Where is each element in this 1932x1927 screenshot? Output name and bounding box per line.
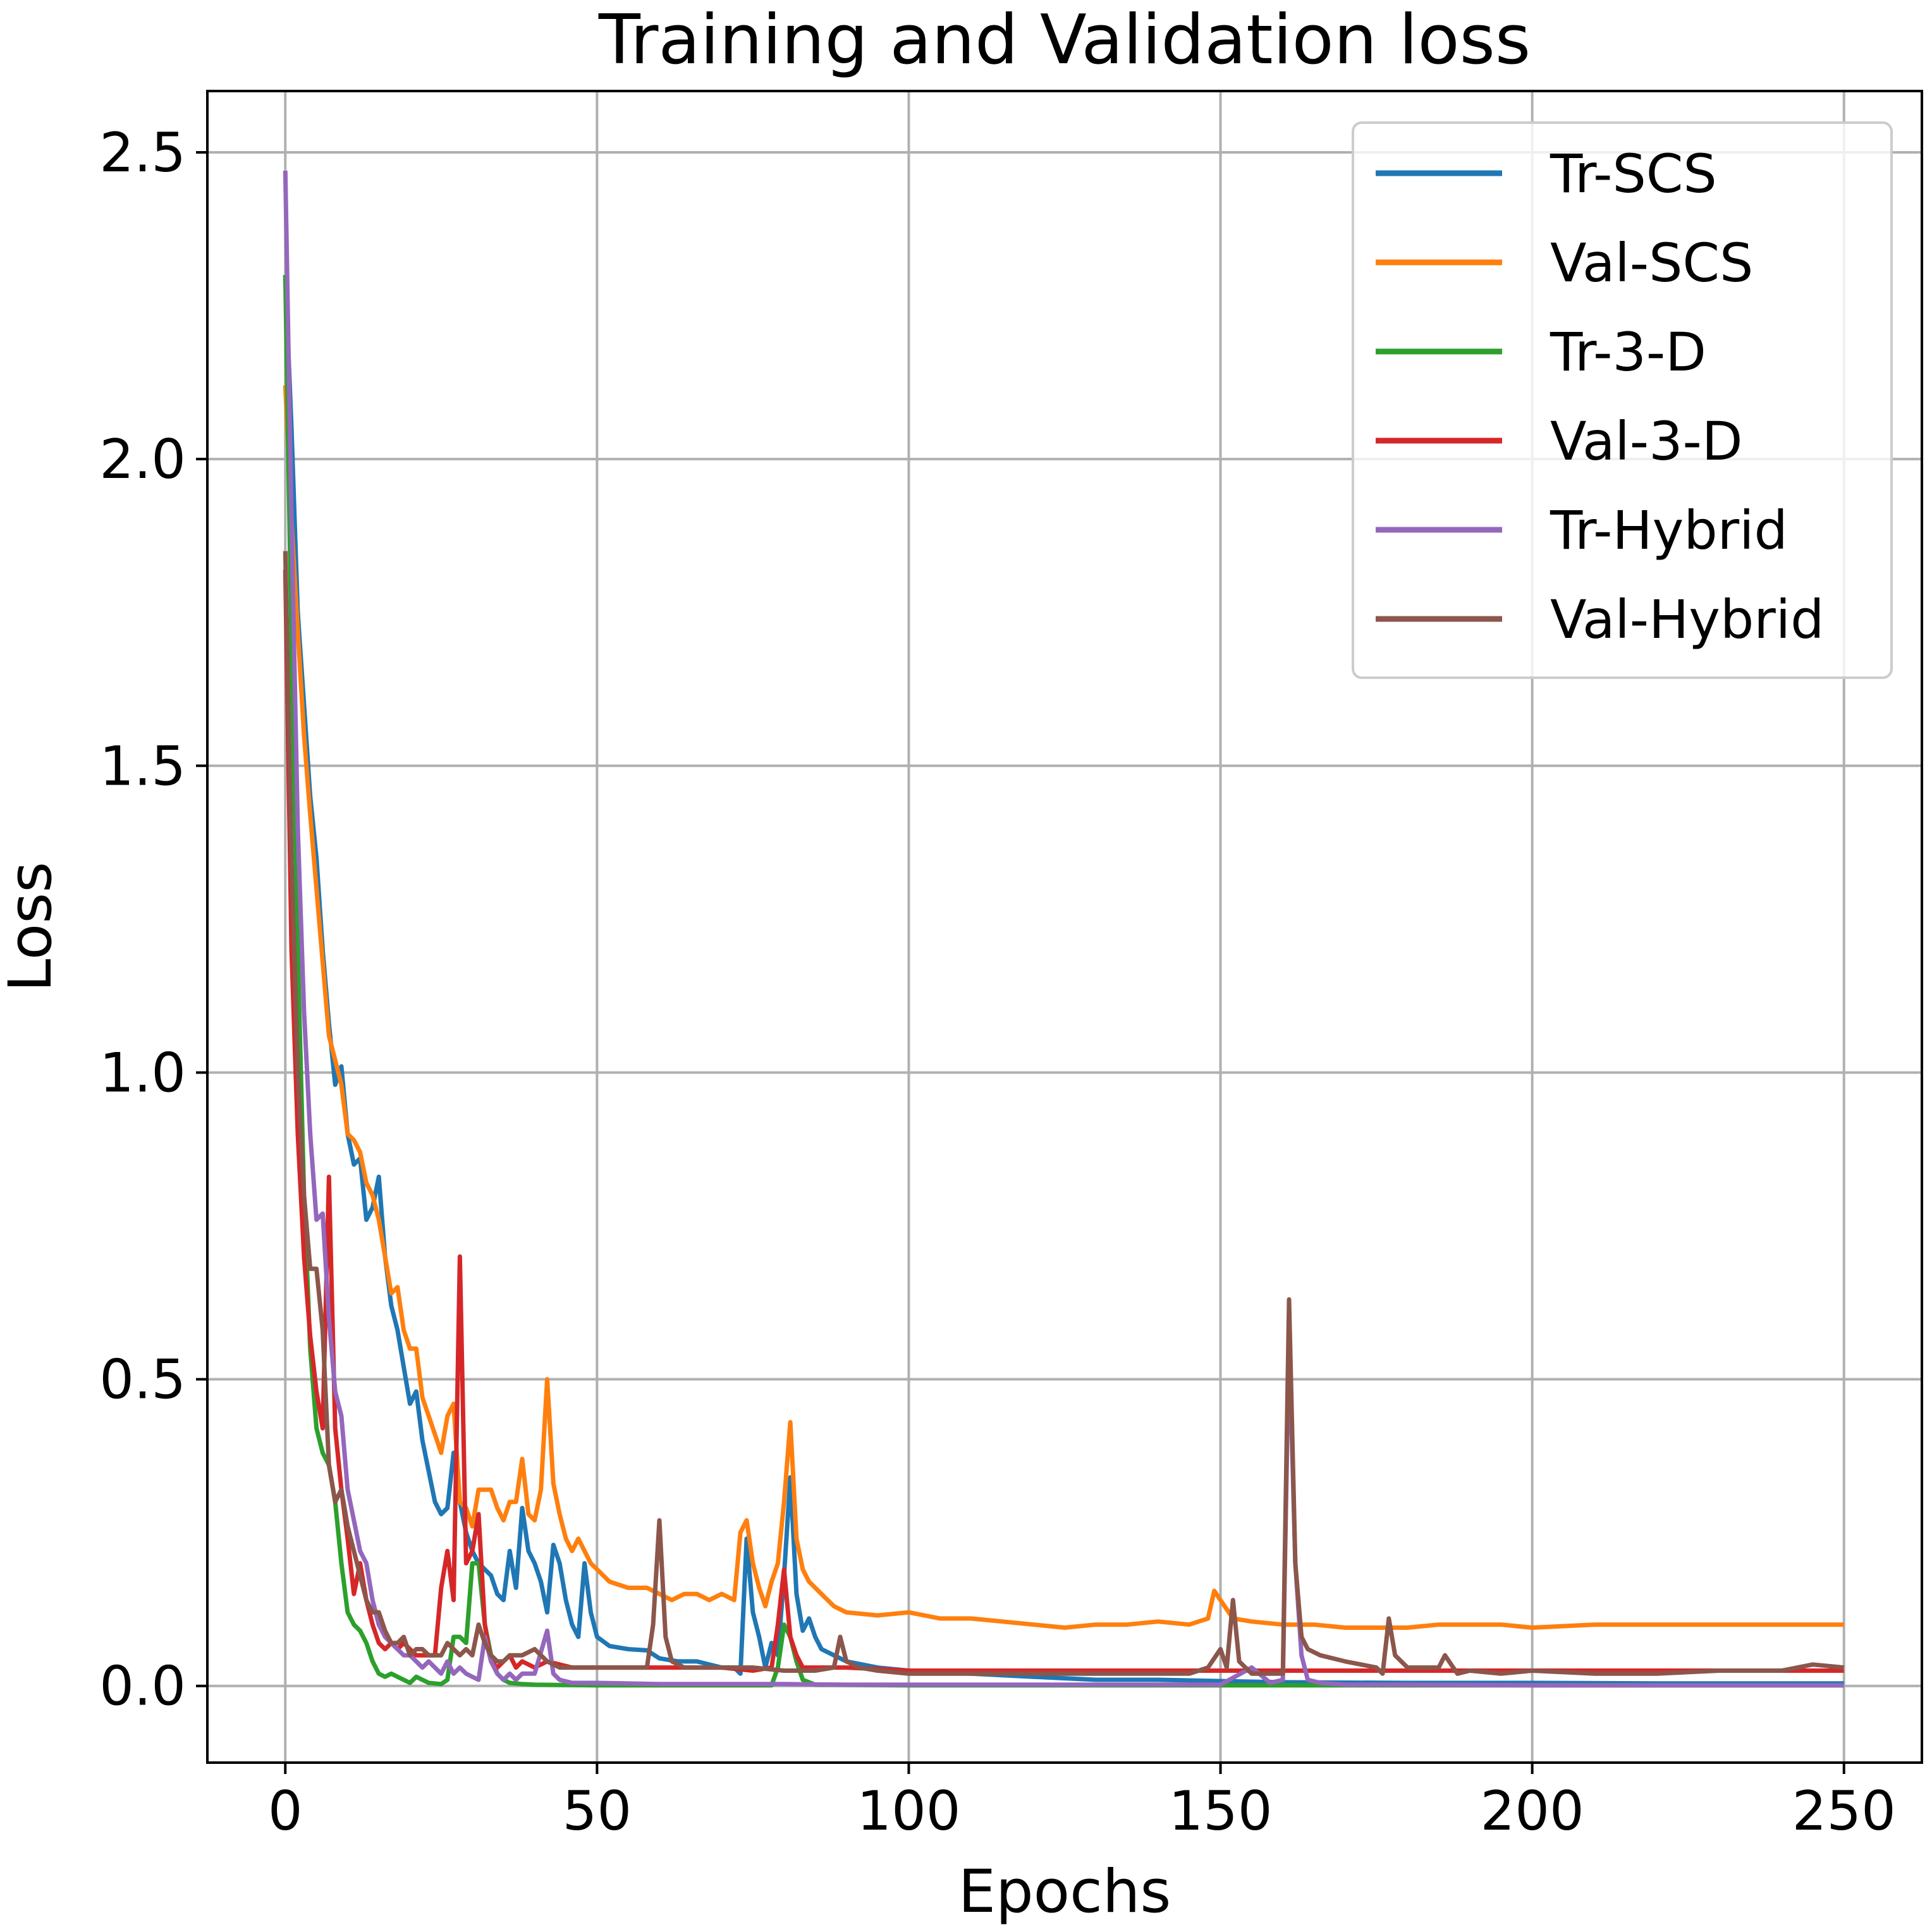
x-tick-label: 100 [857, 1780, 960, 1843]
x-axis-label: Epochs [958, 1857, 1171, 1926]
series-line-tr-3-d [283, 275, 1844, 1688]
series-lines [283, 171, 1845, 1688]
axis-ticks: 0 50 100 150 200 250 0.0 0.5 1.0 1.5 2.0 2.5 [99, 121, 1896, 1843]
x-tick-label: 50 [563, 1780, 632, 1843]
y-tick-label: 1.5 [99, 735, 186, 798]
series-line-val-3-d [283, 569, 1844, 1673]
legend-label-val-3-d: Val-3-D [1550, 410, 1743, 472]
y-tick-label: 2.0 [99, 428, 186, 491]
x-tick-label: 200 [1481, 1780, 1584, 1843]
legend-label-val-hybrid: Val-Hybrid [1550, 589, 1824, 651]
chart-title: Training and Validation loss [598, 1, 1531, 80]
series-line-val-hybrid [283, 551, 1845, 1676]
legend-label-tr-hybrid: Tr-Hybrid [1550, 499, 1788, 561]
x-tick-label: 0 [268, 1780, 303, 1843]
x-tick-label: 250 [1792, 1780, 1896, 1843]
legend: Tr-SCS Val-SCS Tr-3-D Val-3-D Tr-Hybrid Val-H… [1352, 121, 1893, 679]
y-tick-label: 0.5 [99, 1349, 186, 1412]
y-axis-label: Loss [0, 862, 65, 992]
legend-label-tr-3-d: Tr-3-D [1550, 321, 1706, 383]
plot-area-frame [206, 90, 1923, 1764]
series-line-val-scs [283, 385, 1844, 1630]
y-tick-label: 0.0 [99, 1655, 186, 1718]
legend-label-tr-scs: Tr-SCS [1550, 143, 1717, 205]
y-tick-label: 1.0 [99, 1041, 186, 1104]
y-tick-label: 2.5 [99, 121, 186, 185]
x-tick-label: 150 [1168, 1780, 1272, 1843]
legend-label-val-scs: Val-SCS [1550, 232, 1753, 294]
